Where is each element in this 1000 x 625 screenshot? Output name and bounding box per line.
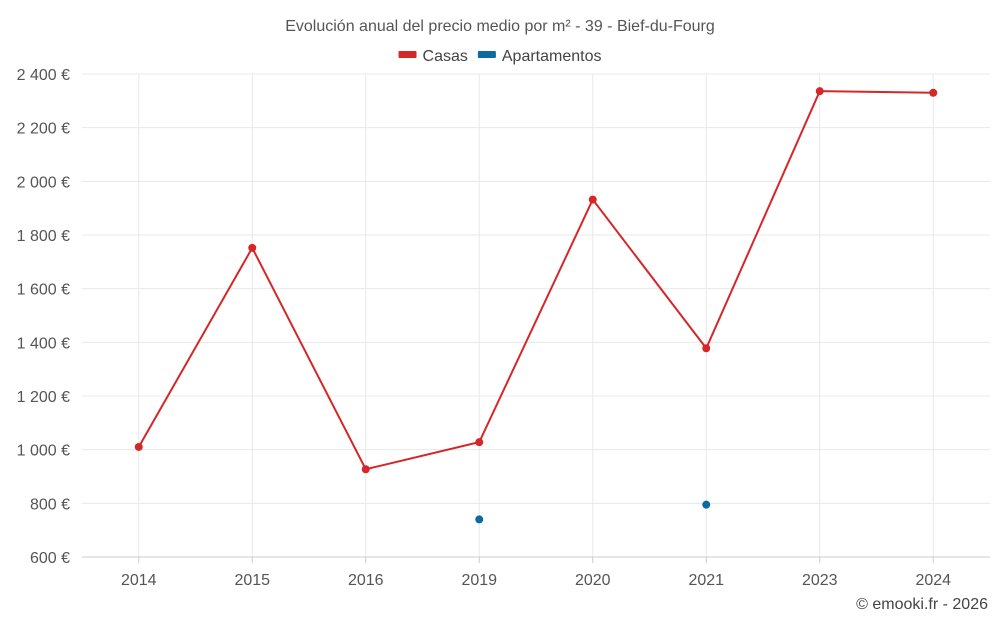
data-point-casas[interactable] [134,442,143,451]
x-tick-label: 2014 [121,572,157,589]
y-tick-label: 1 400 € [17,335,70,352]
y-axis: 600 € 800 € 1 000 € 1 200 € 1 400 € 1 600 € 1 … [17,67,70,567]
x-tick-label: 2016 [348,572,384,589]
y-tick-label: 800 € [30,496,70,513]
legend-swatch-casas[interactable] [398,51,417,58]
legend-label-apartamentos[interactable]: Apartamentos [502,48,602,65]
series-layer [134,87,938,524]
x-tick-label: 2023 [802,572,838,589]
y-tick-label: 1 200 € [17,389,70,406]
x-axis: 2014 2015 2016 2019 2020 2021 2023 2024 [82,556,990,589]
data-point-casas[interactable] [588,195,597,204]
x-tick-label: 2021 [688,572,724,589]
data-point-apartamentos[interactable] [702,500,711,509]
series-line-casas [137,90,934,471]
chart-title: Evolución anual del precio medio por m² … [285,18,715,35]
y-tick-label: 2 200 € [17,121,70,138]
y-tick-label: 1 600 € [17,282,70,299]
data-point-casas[interactable] [248,243,257,252]
data-point-casas[interactable] [475,438,484,447]
data-point-casas[interactable] [815,87,824,96]
y-tick-label: 2 400 € [17,67,70,84]
legend-label-casas[interactable]: Casas [423,48,468,65]
data-point-casas[interactable] [361,465,370,474]
y-tick-label: 600 € [30,550,70,567]
grid-lines [82,73,990,557]
y-tick-label: 2 000 € [17,174,70,191]
x-tick-label: 2015 [234,572,270,589]
y-tick-label: 1 800 € [17,228,70,245]
y-tick-label: 1 000 € [17,443,70,460]
data-point-apartamentos[interactable] [475,515,484,524]
legend: Casas Apartamentos [398,48,602,65]
legend-swatch-apartamentos[interactable] [477,51,496,58]
x-tick-label: 2024 [915,572,951,589]
data-point-casas[interactable] [929,88,938,97]
x-tick-label: 2019 [461,572,497,589]
credit-text: © emooki.fr - 2026 [856,596,988,613]
data-point-casas[interactable] [702,344,711,353]
x-tick-label: 2020 [575,572,611,589]
